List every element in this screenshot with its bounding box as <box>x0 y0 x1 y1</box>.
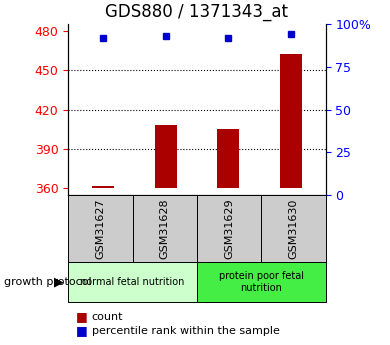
Text: GSM31630: GSM31630 <box>289 198 298 259</box>
Bar <box>92 186 114 188</box>
Text: growth protocol: growth protocol <box>4 277 92 287</box>
Text: ■: ■ <box>76 324 88 337</box>
Text: ▶: ▶ <box>54 276 63 288</box>
Text: GSM31629: GSM31629 <box>224 198 234 259</box>
Text: percentile rank within the sample: percentile rank within the sample <box>92 326 280 335</box>
Bar <box>280 55 302 188</box>
Text: GSM31628: GSM31628 <box>160 198 170 259</box>
Text: protein poor fetal
nutrition: protein poor fetal nutrition <box>219 271 304 293</box>
Text: normal fetal nutrition: normal fetal nutrition <box>80 277 185 287</box>
Bar <box>217 129 239 188</box>
Bar <box>154 125 177 188</box>
Text: ■: ■ <box>76 310 88 323</box>
Text: GSM31627: GSM31627 <box>96 198 105 259</box>
Text: count: count <box>92 312 123 322</box>
Title: GDS880 / 1371343_at: GDS880 / 1371343_at <box>105 3 289 21</box>
